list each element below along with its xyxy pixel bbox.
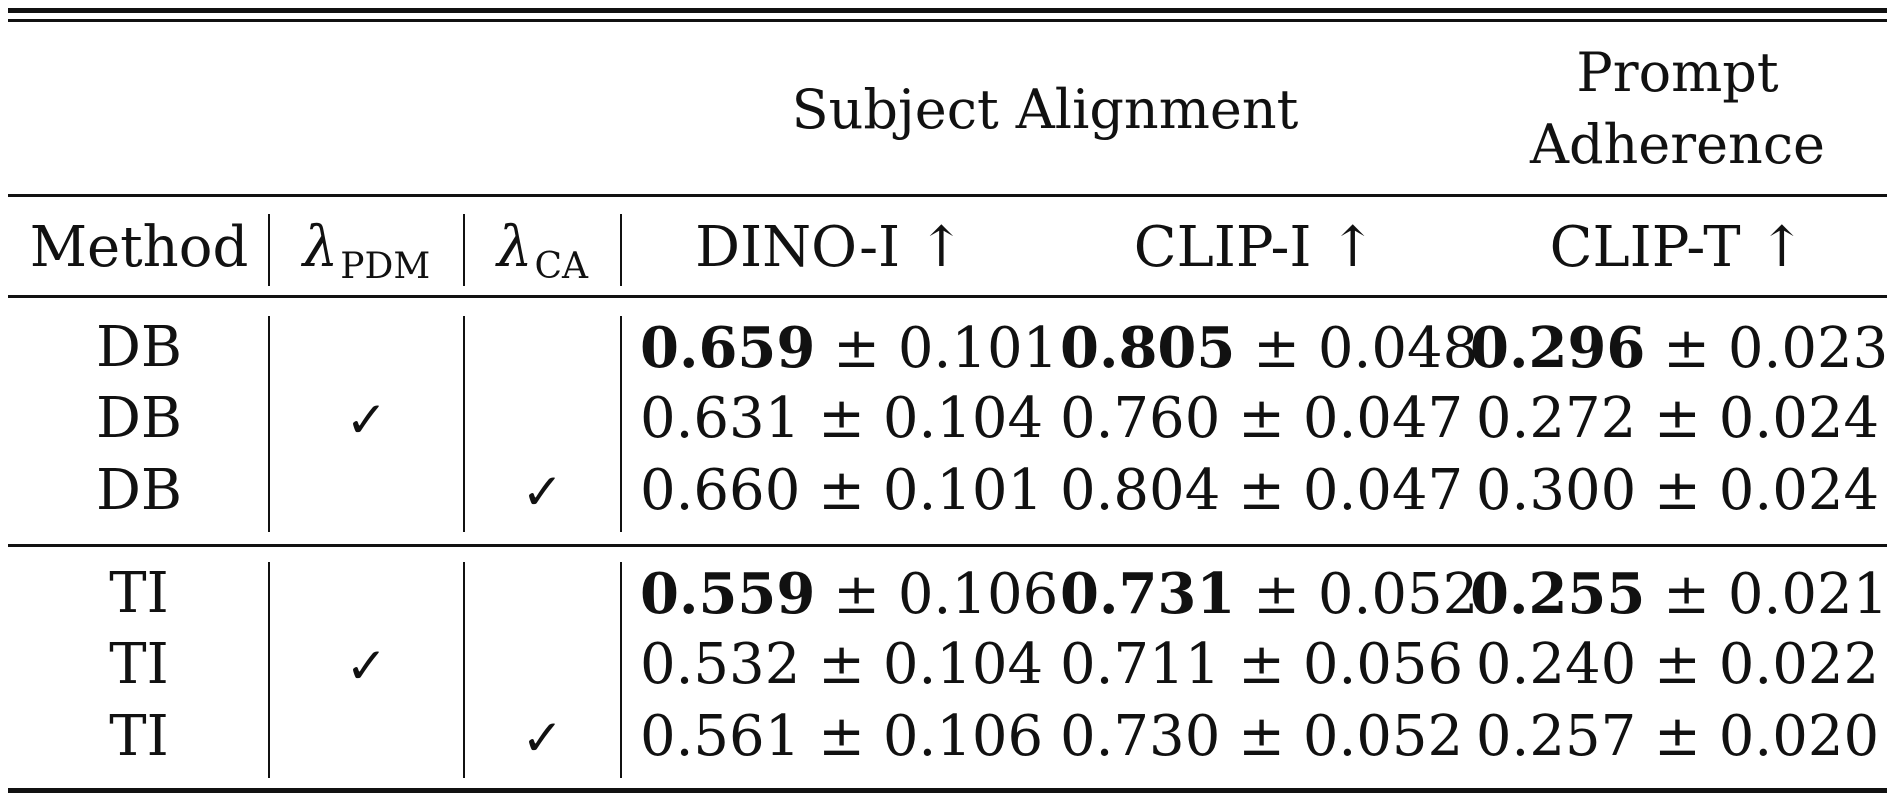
dino-i-cell: 0.559 ± 0.106 bbox=[640, 561, 1058, 627]
group-header-prompt-adherence-line1: Prompt bbox=[1576, 41, 1779, 104]
vrule-db-2 bbox=[463, 316, 465, 532]
metric-std: ± 0.047 bbox=[1238, 458, 1464, 523]
method-cell: TI bbox=[109, 704, 169, 769]
metric-std: ± 0.020 bbox=[1654, 704, 1880, 769]
metric-mean: 0.300 bbox=[1475, 458, 1637, 523]
metric-std: ± 0.056 bbox=[1238, 632, 1464, 697]
check-mark-icon: ✓ bbox=[521, 463, 564, 521]
lambda-ca-cell: ✓ bbox=[465, 459, 620, 524]
metric-mean: 0.240 bbox=[1475, 632, 1637, 697]
metric-mean: 0.559 bbox=[640, 561, 816, 627]
bottom-rule bbox=[8, 788, 1887, 793]
metric-mean: 0.272 bbox=[1475, 386, 1637, 451]
metric-mean: 0.532 bbox=[640, 632, 801, 697]
metric-std: ± 0.022 bbox=[1654, 632, 1880, 697]
group-header-rule bbox=[8, 194, 1887, 197]
metric-std: ± 0.024 bbox=[1654, 386, 1880, 451]
group-header-prompt-adherence-line2: Adherence bbox=[1529, 113, 1826, 176]
top-rule-inner bbox=[8, 19, 1887, 22]
clip-t-cell: 0.255 ± 0.021 bbox=[1470, 561, 1889, 627]
metric-std: ± 0.106 bbox=[833, 562, 1059, 627]
group-header-subject-alignment: Subject Alignment bbox=[791, 78, 1299, 141]
column-header-dino-i: DINO-I ↑ bbox=[695, 215, 965, 280]
clip-i-cell: 0.731 ± 0.052 bbox=[1060, 561, 1478, 627]
dino-i-cell: 0.631 ± 0.104 bbox=[640, 386, 1043, 451]
metric-mean: 0.804 bbox=[1060, 458, 1221, 523]
metric-mean: 0.760 bbox=[1060, 386, 1221, 451]
method-cell: TI bbox=[109, 632, 169, 697]
metric-std: ± 0.052 bbox=[1238, 704, 1464, 769]
metric-mean: 0.257 bbox=[1475, 704, 1637, 769]
lambda-pdm-cell: ✓ bbox=[270, 633, 463, 698]
metric-mean: 0.660 bbox=[640, 458, 801, 523]
clip-t-cell: 0.300 ± 0.024 bbox=[1470, 459, 1885, 523]
vrule-header-1 bbox=[268, 214, 270, 286]
metric-std: ± 0.104 bbox=[818, 632, 1044, 697]
method-cell: DB bbox=[95, 315, 183, 380]
metric-mean: 0.255 bbox=[1470, 561, 1646, 627]
clip-i-cell: 0.760 ± 0.047 bbox=[1060, 386, 1463, 451]
column-header-lambda-pdm: λPDM bbox=[270, 215, 463, 288]
metric-std: ± 0.106 bbox=[818, 704, 1044, 769]
metric-std: ± 0.052 bbox=[1253, 562, 1479, 627]
lambda-symbol: λ bbox=[302, 215, 339, 280]
check-mark-icon: ✓ bbox=[345, 391, 388, 449]
check-mark-icon: ✓ bbox=[345, 637, 388, 695]
metric-mean: 0.296 bbox=[1470, 315, 1646, 381]
metric-mean: 0.561 bbox=[640, 704, 801, 769]
metric-std: ± 0.101 bbox=[833, 316, 1059, 381]
metric-std: ± 0.023 bbox=[1663, 316, 1889, 381]
section-divider-rule bbox=[8, 544, 1887, 547]
dino-i-cell: 0.659 ± 0.101 bbox=[640, 315, 1058, 381]
metric-mean: 0.731 bbox=[1060, 561, 1236, 627]
dino-i-cell: 0.561 ± 0.106 bbox=[640, 704, 1043, 769]
top-rule bbox=[8, 8, 1887, 13]
column-header-clip-t: CLIP-T ↑ bbox=[1549, 215, 1806, 280]
method-cell: TI bbox=[109, 561, 169, 626]
clip-i-cell: 0.730 ± 0.052 bbox=[1060, 704, 1463, 769]
vrule-ti-1 bbox=[268, 562, 270, 778]
metric-mean: 0.631 bbox=[640, 386, 801, 451]
clip-i-cell: 0.805 ± 0.048 bbox=[1060, 315, 1478, 381]
clip-i-cell: 0.804 ± 0.047 bbox=[1060, 458, 1463, 523]
lambda-symbol: λ bbox=[496, 215, 533, 280]
check-mark-icon: ✓ bbox=[521, 709, 564, 767]
metric-std: ± 0.024 bbox=[1654, 458, 1880, 523]
metric-std: ± 0.048 bbox=[1253, 316, 1479, 381]
lambda-pdm-subscript: PDM bbox=[340, 246, 431, 287]
method-cell: DB bbox=[95, 458, 183, 523]
metric-std: ± 0.047 bbox=[1238, 386, 1464, 451]
clip-t-cell: 0.296 ± 0.023 bbox=[1470, 315, 1889, 381]
clip-t-cell: 0.272 ± 0.024 bbox=[1470, 387, 1885, 451]
lambda-ca-subscript: CA bbox=[534, 246, 589, 287]
method-cell: DB bbox=[95, 386, 183, 451]
metric-std: ± 0.101 bbox=[818, 458, 1044, 523]
metric-mean: 0.711 bbox=[1060, 632, 1221, 697]
dino-i-cell: 0.660 ± 0.101 bbox=[640, 458, 1043, 523]
vrule-ti-2 bbox=[463, 562, 465, 778]
column-header-rule bbox=[8, 295, 1887, 298]
lambda-ca-cell: ✓ bbox=[465, 705, 620, 770]
dino-i-cell: 0.532 ± 0.104 bbox=[640, 632, 1043, 697]
vrule-db-3 bbox=[620, 316, 622, 532]
vrule-db-1 bbox=[268, 316, 270, 532]
vrule-header-3 bbox=[620, 214, 622, 286]
metric-std: ± 0.021 bbox=[1663, 562, 1889, 627]
metric-mean: 0.730 bbox=[1060, 704, 1221, 769]
clip-t-cell: 0.240 ± 0.022 bbox=[1470, 633, 1885, 697]
column-header-clip-i: CLIP-I ↑ bbox=[1133, 215, 1377, 280]
column-header-lambda-ca: λCA bbox=[465, 215, 620, 288]
lambda-pdm-cell: ✓ bbox=[270, 387, 463, 452]
metric-mean: 0.805 bbox=[1060, 315, 1236, 381]
clip-t-cell: 0.257 ± 0.020 bbox=[1470, 705, 1885, 769]
metric-mean: 0.659 bbox=[640, 315, 816, 381]
vrule-header-2 bbox=[463, 214, 465, 286]
metric-std: ± 0.104 bbox=[818, 386, 1044, 451]
column-header-method: Method bbox=[29, 215, 249, 280]
vrule-ti-3 bbox=[620, 562, 622, 778]
clip-i-cell: 0.711 ± 0.056 bbox=[1060, 632, 1463, 697]
